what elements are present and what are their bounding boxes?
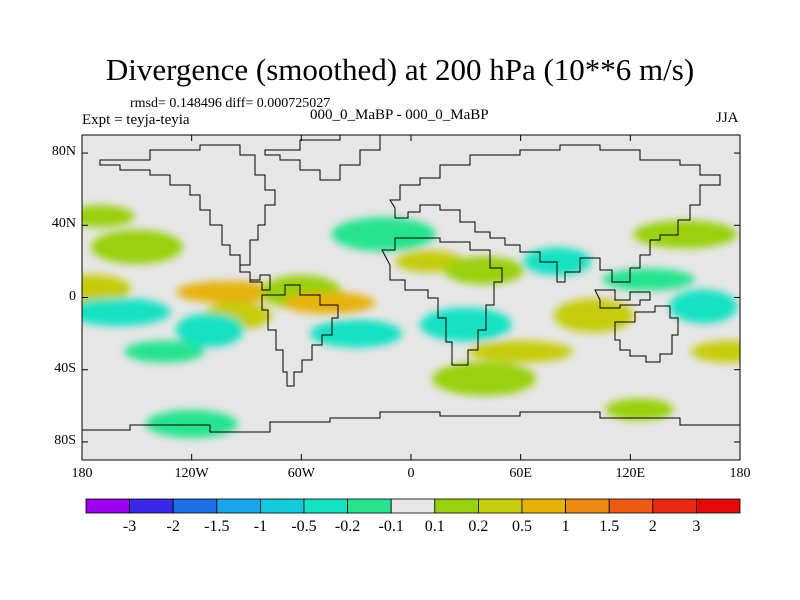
colorbar-label: 1.5 (599, 518, 620, 535)
colorbar-label: 2 (648, 518, 657, 535)
colorbar (85, 498, 741, 514)
stats-line: rmsd= 0.148496 diff= 0.000725027 (130, 96, 331, 111)
x-tick-label: 0 (407, 466, 415, 481)
colorbar-swatch (129, 498, 174, 514)
anomaly-region (468, 340, 573, 363)
anomaly-region (82, 297, 171, 326)
coastline-greenland (264, 135, 381, 181)
colorbar-label: 0.5 (512, 518, 532, 535)
anomaly-region (282, 291, 375, 314)
tick-marks (81, 135, 741, 460)
anomaly-layer (82, 205, 740, 438)
colorbar-label: -0.2 (334, 518, 361, 535)
experiment-label: Expt = teyja-teyia (82, 112, 190, 128)
coastline-africa (381, 237, 503, 366)
x-tick-label: 60E (509, 466, 532, 481)
x-tick-label: 60W (287, 466, 315, 481)
y-tick-label: 80S (54, 432, 76, 448)
colorbar-swatch (652, 498, 697, 514)
anomaly-region (605, 398, 674, 421)
anomaly-region (176, 281, 281, 304)
colorbar-swatch (172, 498, 218, 514)
colorbar-label: -1 (253, 518, 268, 535)
anomaly-region (145, 409, 238, 438)
coastline-north-america (99, 144, 276, 291)
colorbar-swatch (259, 498, 305, 514)
colorbar-label: 1 (561, 518, 570, 535)
y-tick-label: 0 (69, 288, 76, 304)
anomaly-region (602, 268, 695, 291)
colorbar-swatch (390, 498, 436, 514)
anomaly-region (310, 319, 403, 348)
colorbar-swatch (216, 498, 261, 514)
colorbar-swatch (477, 498, 523, 514)
colorbar-label: 0.2 (468, 518, 489, 535)
anomaly-region (690, 340, 740, 363)
x-tick-label: 180 (71, 466, 93, 481)
anomaly-region (90, 229, 183, 264)
y-tick-label: 40N (51, 216, 76, 232)
anomaly-region (331, 217, 436, 252)
chart-title: Divergence (smoothed) at 200 hPa (10**6 … (105, 52, 695, 87)
anomaly-region (553, 298, 634, 333)
x-tick-label: 180 (729, 466, 751, 481)
anomaly-region (82, 205, 135, 228)
anomaly-region (82, 274, 132, 303)
colorbar-label: -3 (122, 518, 137, 535)
colorbar-label: -1.5 (204, 518, 230, 535)
coastline-eurasia (389, 144, 721, 283)
coastline-antarctica (82, 411, 740, 433)
colorbar-swatch (608, 498, 654, 514)
anomaly-region (175, 313, 244, 347)
anomaly-region (633, 220, 738, 249)
case-label: 000_0_MaBP - 000_0_MaBP (310, 107, 489, 123)
colorbar-swatch (434, 498, 479, 514)
season-label: JJA (716, 110, 739, 126)
colorbar-label: -2 (166, 518, 180, 535)
anomaly-region (419, 307, 512, 342)
coastline-australia (614, 305, 679, 363)
coastline-maritime (594, 289, 651, 309)
colorbar-swatch (696, 498, 741, 514)
colorbar-swatch (85, 498, 130, 514)
colorbar-label: 0.1 (424, 518, 445, 535)
anomaly-region (432, 361, 537, 396)
colorbar-swatch (303, 498, 348, 514)
anomaly-region (444, 256, 525, 285)
coastline-south-america (261, 284, 339, 387)
colorbar-label: -0.1 (378, 518, 404, 535)
colorbar-swatch (521, 498, 566, 514)
x-tick-label: 120E (615, 466, 646, 481)
colorbar-swatch (565, 498, 610, 514)
x-tick-label: 120W (174, 466, 209, 481)
anomaly-region (669, 289, 738, 324)
colorbar-label: 3 (692, 518, 701, 535)
anomaly-region (124, 340, 205, 363)
y-tick-label: 80N (51, 144, 76, 160)
y-tick-label: 40S (54, 360, 76, 376)
coastline-layer (82, 135, 740, 433)
colorbar-label: -0.5 (291, 518, 317, 535)
colorbar-swatch (347, 498, 392, 514)
